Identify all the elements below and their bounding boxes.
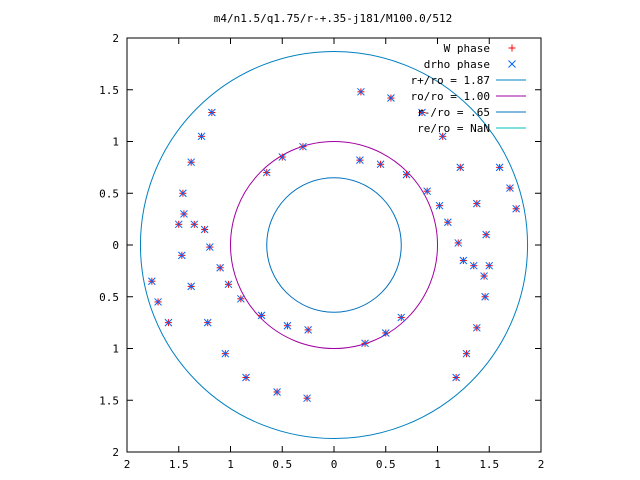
- x-tick-label: 0: [331, 458, 338, 471]
- reference-circle: [230, 141, 438, 349]
- y-tick-label: 2: [112, 446, 119, 459]
- data-point: [190, 220, 199, 229]
- data-point: [283, 321, 292, 330]
- y-tick-label: 0: [112, 239, 119, 252]
- reference-circle: [139, 50, 529, 440]
- data-point: [472, 323, 481, 332]
- data-point: [435, 201, 444, 210]
- data-point: [482, 230, 490, 239]
- y-tick-label: 1: [112, 136, 119, 149]
- data-point: [356, 156, 364, 164]
- axis-ticks: 2 1.5 1 0.5 0 0.5 1 1.5 221.510.500.511.52: [99, 32, 544, 471]
- data-point: [480, 272, 488, 280]
- data-point: [174, 220, 183, 229]
- data-point: [485, 261, 494, 270]
- data-point: [257, 311, 266, 320]
- data-point: [303, 394, 311, 403]
- x-tick-label: 0.5: [272, 458, 292, 471]
- data-point: [179, 189, 187, 198]
- legend-label: W phase: [444, 42, 490, 55]
- data-point: [456, 163, 465, 172]
- data-point: [438, 132, 447, 141]
- data-point: [147, 277, 156, 286]
- data-point: [178, 251, 186, 260]
- data-point: [423, 187, 432, 196]
- chart-title: m4/n1.5/q1.75/r-+.35-j181/M100.0/512: [214, 12, 452, 25]
- y-tick-label: 0.5: [99, 187, 119, 200]
- y-tick-label: 0.5: [99, 291, 119, 304]
- data-point: [418, 108, 426, 117]
- legend-label: r-/ro = .65: [417, 106, 490, 119]
- legend-label: r+/ro = 1.87: [411, 74, 490, 87]
- data-point: [273, 388, 281, 396]
- legend-marker: [508, 60, 516, 68]
- reference-circle: [266, 177, 402, 313]
- x-tick-label: 1: [227, 458, 234, 471]
- data-point: [187, 282, 196, 291]
- legend-label: ro/ro = 1.00: [411, 90, 490, 103]
- x-tick-label: 2: [124, 458, 131, 471]
- legend-label: re/ro = NaN: [417, 122, 490, 135]
- data-point: [299, 142, 307, 151]
- data-point: [506, 184, 514, 192]
- data-point: [262, 168, 271, 177]
- data-point: [357, 87, 365, 96]
- data-point: [205, 243, 214, 251]
- data-point: [236, 294, 245, 303]
- data-point: [203, 318, 212, 327]
- data-point: [164, 318, 173, 327]
- data-point: [200, 225, 209, 234]
- data-point: [221, 349, 230, 358]
- data-point: [154, 298, 162, 306]
- data-point: [361, 339, 369, 348]
- data-point: [397, 313, 406, 322]
- legend-label: drho phase: [424, 58, 490, 71]
- y-tick-label: 1: [112, 343, 119, 356]
- data-point: [304, 326, 312, 334]
- data-point: [495, 163, 504, 172]
- x-tick-label: 2: [538, 458, 545, 471]
- data-point: [462, 349, 471, 358]
- data-point: [459, 256, 468, 265]
- data-point: [454, 239, 463, 247]
- data-point: [472, 199, 481, 208]
- y-tick-label: 1.5: [99, 394, 119, 407]
- data-point: [443, 218, 452, 227]
- data-point: [381, 329, 390, 337]
- data-point: [197, 132, 206, 141]
- x-tick-label: 0.5: [376, 458, 396, 471]
- data-point: [376, 160, 385, 169]
- data-point: [402, 170, 411, 179]
- data-point: [180, 210, 188, 218]
- x-tick-label: 1.5: [169, 458, 189, 471]
- data-point: [208, 108, 216, 117]
- data-point: [387, 94, 395, 102]
- x-tick-label: 1: [434, 458, 441, 471]
- x-tick-label: 1.5: [479, 458, 499, 471]
- data-point: [242, 373, 250, 382]
- data-point: [216, 263, 225, 272]
- data-point: [224, 280, 233, 289]
- y-tick-label: 1.5: [99, 84, 119, 97]
- data-point: [481, 292, 489, 301]
- data-point: [469, 261, 478, 270]
- reference-circles: [139, 50, 529, 440]
- data-point: [452, 373, 460, 382]
- data-point: [512, 204, 521, 213]
- data-points: [147, 87, 521, 403]
- data-point: [187, 158, 196, 167]
- legend: W phase drho phase r+/ro = 1.87 ro/ro = 1.0…: [411, 42, 526, 135]
- legend-marker: [508, 44, 516, 52]
- y-tick-label: 2: [112, 32, 119, 45]
- data-point: [278, 153, 287, 161]
